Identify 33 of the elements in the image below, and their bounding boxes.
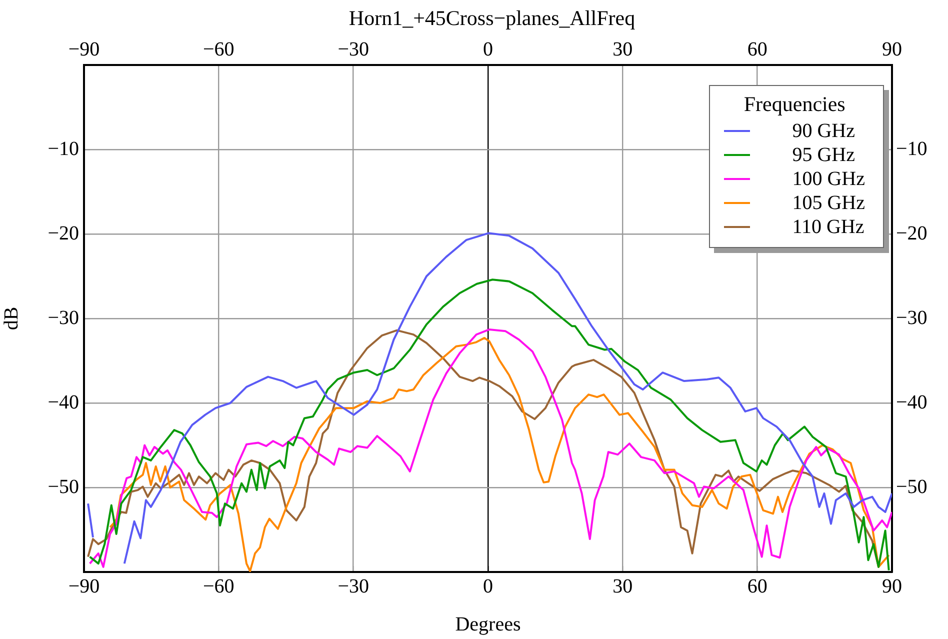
legend-label: 105 GHz — [792, 192, 865, 214]
y2-tick-label: −20 — [896, 222, 928, 244]
x2-tick-label: 30 — [612, 38, 633, 60]
y-tick-label: −20 — [48, 222, 79, 244]
legend-title: Frequencies — [742, 92, 846, 117]
x-tick-label: 0 — [483, 575, 493, 598]
x-tick-label: −60 — [203, 575, 234, 598]
x2-tick-label: −90 — [68, 38, 100, 60]
y2-tick-label: −10 — [896, 138, 928, 160]
x-tick-label: 30 — [612, 575, 633, 598]
y-tick-label: −10 — [48, 138, 79, 160]
y2-tick-label: −30 — [896, 306, 928, 329]
y-tick-label: −30 — [48, 306, 79, 329]
x-tick-label: −30 — [338, 575, 369, 598]
x-tick-label: 60 — [747, 575, 768, 598]
x2-tick-label: −30 — [338, 38, 369, 60]
x2-tick-label: 90 — [882, 38, 902, 60]
y2-tick-label: −40 — [896, 391, 928, 414]
legend-label: 100 GHz — [792, 168, 865, 190]
x2-tick-label: 60 — [747, 38, 768, 60]
x2-tick-label: −60 — [203, 38, 234, 60]
y-axis-title: dB — [0, 306, 22, 330]
x-tick-label: 90 — [882, 575, 902, 598]
legend-label: 95 GHz — [792, 144, 855, 166]
y-tick-label: −40 — [48, 391, 79, 414]
legend-label: 110 GHz — [792, 216, 864, 238]
y2-tick-label: −50 — [896, 476, 928, 498]
legend-label: 90 GHz — [792, 120, 855, 142]
x-tick-label: −90 — [68, 575, 100, 598]
x2-tick-label: 0 — [483, 38, 493, 60]
y-tick-label: −50 — [48, 476, 79, 498]
x-axis-title: Degrees — [455, 613, 521, 636]
chart-title: Horn1_+45Cross−planes_AllFreq — [348, 6, 636, 31]
